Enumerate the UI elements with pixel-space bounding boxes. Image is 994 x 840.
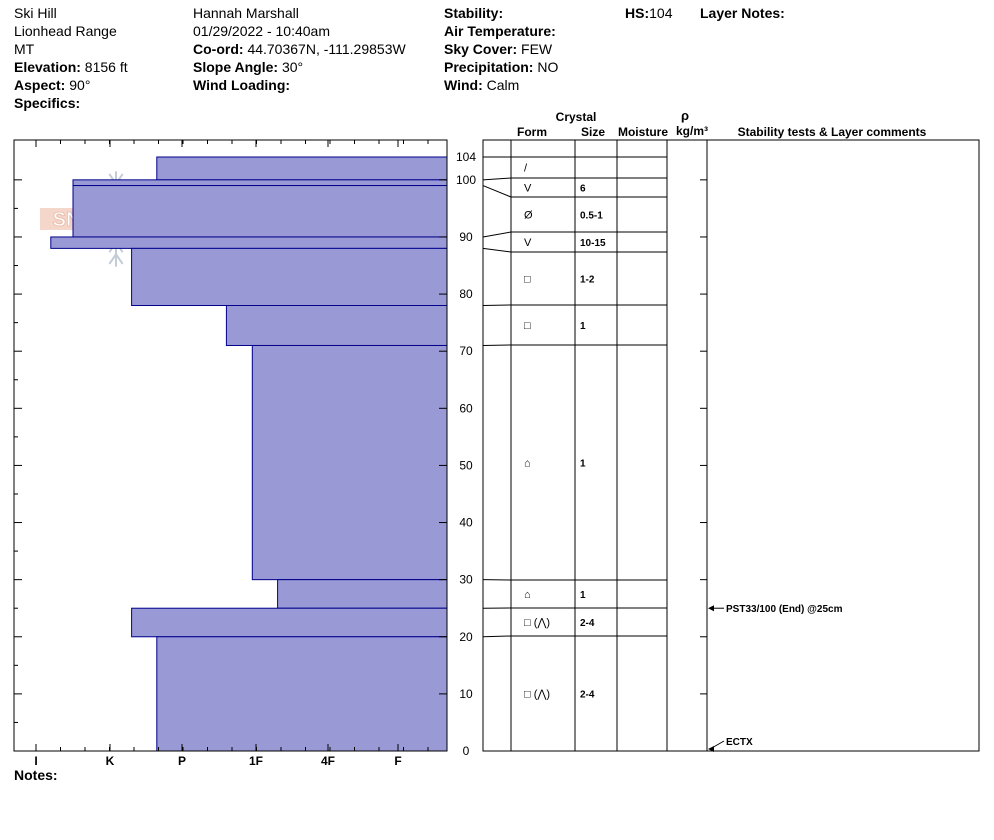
hardness-axis: I K P 1F 4F F	[34, 140, 429, 768]
grain-size: 1	[580, 590, 586, 601]
hardness-frame	[13, 139, 448, 752]
wind-loading: Wind Loading:	[193, 77, 291, 93]
moisture-header: Moisture	[618, 125, 668, 139]
depth-tick-label: 104	[456, 150, 476, 164]
state: MT	[14, 41, 35, 57]
hardness-bar	[72, 179, 448, 187]
grain-size: 2-4	[580, 618, 595, 629]
layer-connector	[482, 177, 512, 181]
hardness-bar	[131, 247, 448, 306]
hardness-bars	[50, 156, 448, 752]
snow-height: HS:104	[625, 5, 673, 21]
hardness-label: F	[394, 754, 401, 768]
grain-form: □ (⋀)	[524, 617, 550, 629]
hardness-label: 4F	[321, 754, 335, 768]
test-label: PST33/100 (End) @25cm	[726, 604, 843, 615]
grain-form: □	[524, 320, 531, 332]
depth-tick-label: 10	[459, 687, 473, 701]
slope-angle: Slope Angle: 30°	[193, 59, 304, 75]
grain-size: 1-2	[580, 275, 595, 286]
depth-tick-label: 100	[456, 173, 476, 187]
depth-tick-label: 90	[459, 230, 473, 244]
hardness-bar	[72, 185, 448, 238]
hardness-bar	[131, 607, 448, 638]
range: Lionhead Range	[14, 23, 117, 39]
density-symbol: ρ	[681, 108, 689, 123]
grain-size: 1	[580, 321, 586, 332]
hardness-label: I	[34, 754, 37, 768]
depth-axis: 0 10 20 30 40 50 60 70 80 90 100 104	[14, 150, 476, 758]
hardness-bar	[225, 305, 448, 346]
grain-form: ⌂	[524, 589, 531, 601]
depth-tick-label: 30	[459, 573, 473, 587]
crystal-header: Crystal	[556, 110, 597, 124]
snowflake-branch	[115, 253, 124, 265]
observer: Hannah Marshall	[193, 5, 299, 21]
layer-connector	[482, 635, 512, 638]
depth-tick-label: 50	[459, 458, 473, 472]
depth-tick-label: 60	[459, 401, 473, 415]
layer-connector	[482, 304, 512, 306]
depth-tick-label: 40	[459, 516, 473, 530]
hardness-label: 1F	[249, 754, 263, 768]
grain-form: Ø	[524, 210, 533, 222]
wind: Wind: Calm	[444, 77, 520, 93]
grain-form: ⌂	[524, 458, 531, 470]
hardness-bar	[251, 344, 448, 581]
snowflake-branch	[108, 253, 117, 265]
sky-cover: Sky Cover: FEW	[444, 41, 553, 57]
air-temperature: Air Temperature:	[444, 23, 556, 39]
depth-tick-label: 20	[459, 630, 473, 644]
grain-size: 1	[580, 459, 586, 470]
grain-form: □ (⋀)	[524, 689, 550, 701]
crystal-table: / V 6 Ø 0.5-1 V 10-15 □ 1-2 □ 1 ⌂ 1 ⌂ 1 □ (⋀) 2-4 □ (⋀) 2-…	[482, 139, 980, 752]
test-label: ECTX	[726, 737, 753, 748]
stability-header: Stability tests & Layer comments	[738, 125, 927, 139]
notes: Notes:	[14, 767, 58, 783]
location: Ski Hill	[14, 5, 57, 21]
grain-form: V	[524, 237, 532, 249]
density-unit: kg/m³	[676, 124, 708, 138]
column-headers: Crystal Form Size Moisture ρ kg/m³ Stabi…	[517, 108, 927, 139]
depth-tick-label: 80	[459, 287, 473, 301]
grain-size: 10-15	[580, 238, 606, 249]
coordinates: Co-ord: 44.70367N, -111.29853W	[193, 41, 406, 57]
test-arrowhead	[708, 746, 714, 752]
grain-size: 2-4	[580, 690, 595, 701]
depth-tick-label: 70	[459, 344, 473, 358]
datetime: 01/29/2022 - 10:40am	[193, 23, 330, 39]
grain-form: V	[524, 183, 532, 195]
test-arrowhead	[708, 605, 714, 612]
form-header: Form	[517, 125, 547, 139]
hardness-bar	[50, 236, 448, 249]
layer-connector	[482, 231, 512, 238]
precipitation: Precipitation: NO	[444, 59, 559, 75]
depth-tick-label: 0	[463, 744, 470, 758]
stability: Stability:	[444, 5, 504, 21]
grain-size: 6	[580, 184, 586, 195]
layer-connector	[482, 247, 512, 253]
elevation: Elevation: 8156 ft	[14, 59, 128, 75]
hardness-bar	[156, 156, 448, 181]
layer-notes: Layer Notes:	[700, 5, 785, 21]
table-frame	[482, 139, 980, 752]
hardness-label: K	[106, 754, 115, 768]
layer-connector	[482, 185, 512, 198]
aspect: Aspect: 90°	[14, 77, 91, 93]
size-header: Size	[581, 125, 605, 139]
grain-form: □	[524, 274, 531, 286]
hardness-bar	[277, 579, 448, 609]
hardness-bar	[156, 636, 448, 752]
specifics: Specifics:	[14, 95, 81, 111]
hardness-label: P	[178, 754, 186, 768]
grain-form: /	[524, 163, 528, 175]
grain-size: 0.5-1	[580, 211, 603, 222]
